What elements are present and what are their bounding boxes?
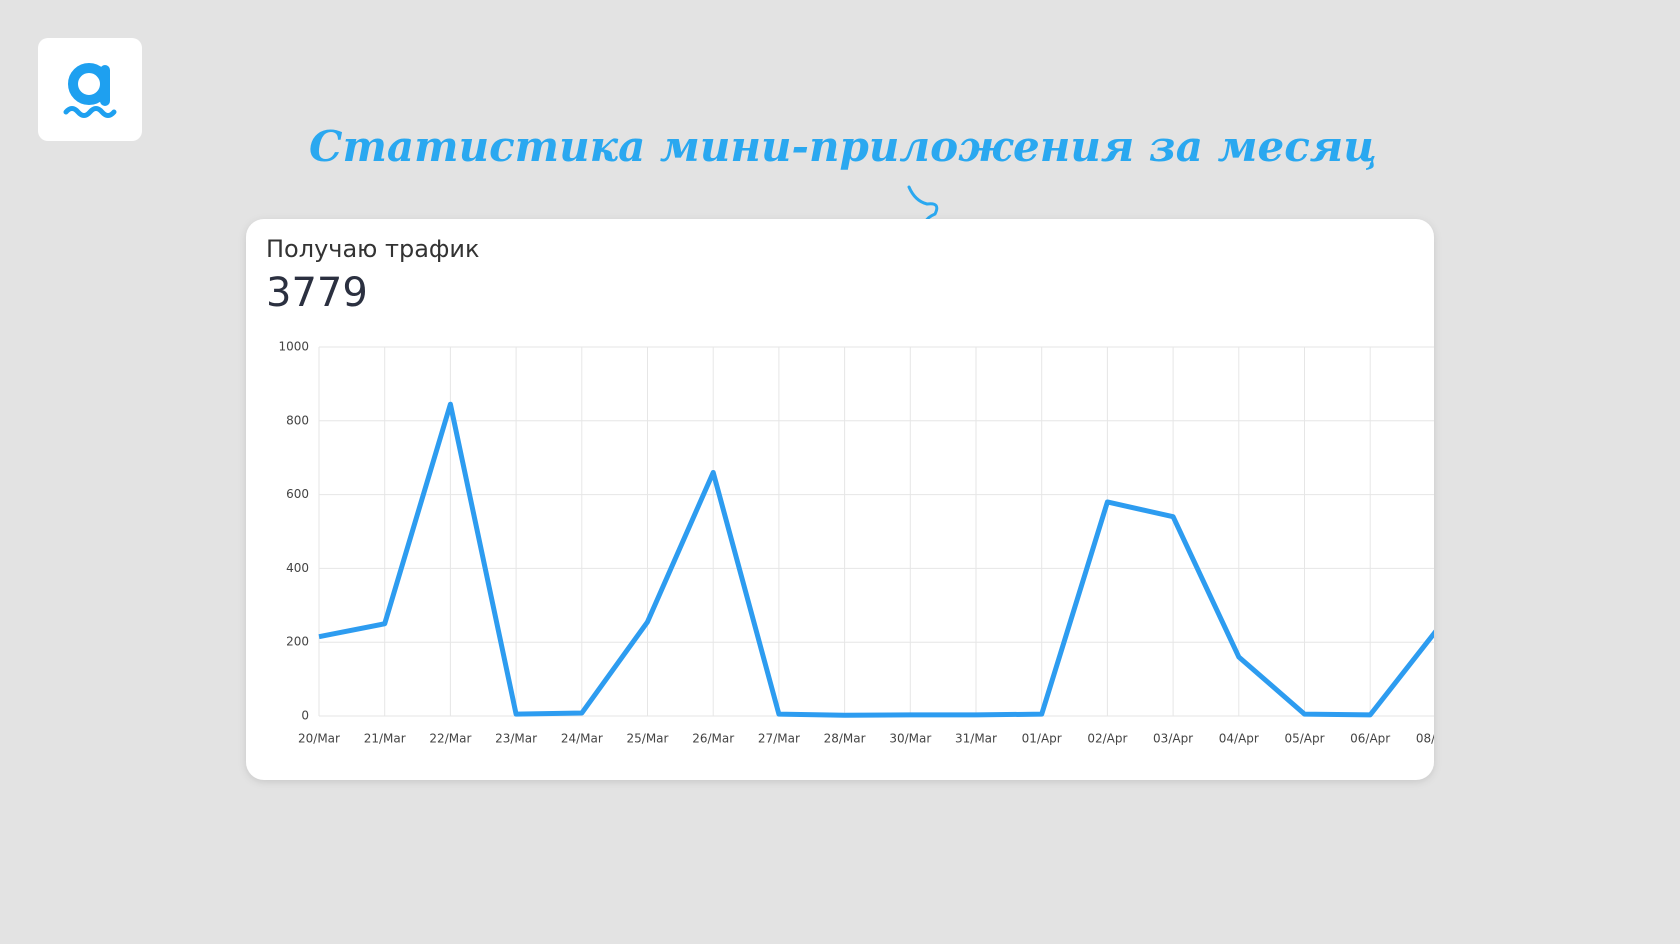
- total: 3779: [266, 270, 368, 316]
- y-tick-label: 400: [286, 561, 309, 575]
- x-tick-label: 08/Apr: [1416, 732, 1456, 746]
- logo-box: [38, 38, 142, 141]
- logo[interactable]: [38, 38, 142, 141]
- x-tick-label: 22/Mar: [429, 732, 471, 746]
- y-tick-label: 1000: [278, 340, 309, 354]
- x-tick-label: 27/Mar: [758, 732, 800, 746]
- x-tick-label: 25/Mar: [627, 732, 669, 746]
- plot: 20/Mar 21/Mar 22/Mar 23/Mar 24/Mar 25/Mar 26/M…: [278, 340, 1456, 746]
- chart-title: Получаю трафик: [266, 235, 480, 263]
- x-tick-label: 23/Mar: [495, 732, 537, 746]
- card: [246, 219, 1434, 780]
- page-title: Статистика мини-приложения за месяц: [309, 122, 1377, 171]
- x-tick-label: 01/Apr: [1022, 732, 1062, 746]
- logo-waves: [63, 106, 117, 118]
- x-tick-label: 02/Apr: [1087, 732, 1127, 746]
- x-tick-label: 28/Mar: [824, 732, 866, 746]
- x-tick-label: 21/Mar: [364, 732, 406, 746]
- x-tick-label: 06/Apr: [1350, 732, 1390, 746]
- line: [318, 401, 1434, 718]
- x-tick-label: 03/Apr: [1153, 732, 1193, 746]
- x-tick-label: 31/Mar: [955, 732, 997, 746]
- x-tick-label: 05/Apr: [1284, 732, 1324, 746]
- x-tick-label: 26/Mar: [692, 732, 734, 746]
- x-tick-label: 20/Mar: [298, 732, 340, 746]
- y-tick-label: 600: [286, 487, 309, 501]
- y-tick-label: 200: [286, 635, 309, 649]
- y-tick-label: 0: [301, 709, 309, 723]
- y-tick-label: 800: [286, 413, 309, 427]
- x-tick-label: 04/Apr: [1219, 732, 1259, 746]
- x-tick-label: 24/Mar: [561, 732, 603, 746]
- x-tick-label: 30/Mar: [889, 732, 931, 746]
